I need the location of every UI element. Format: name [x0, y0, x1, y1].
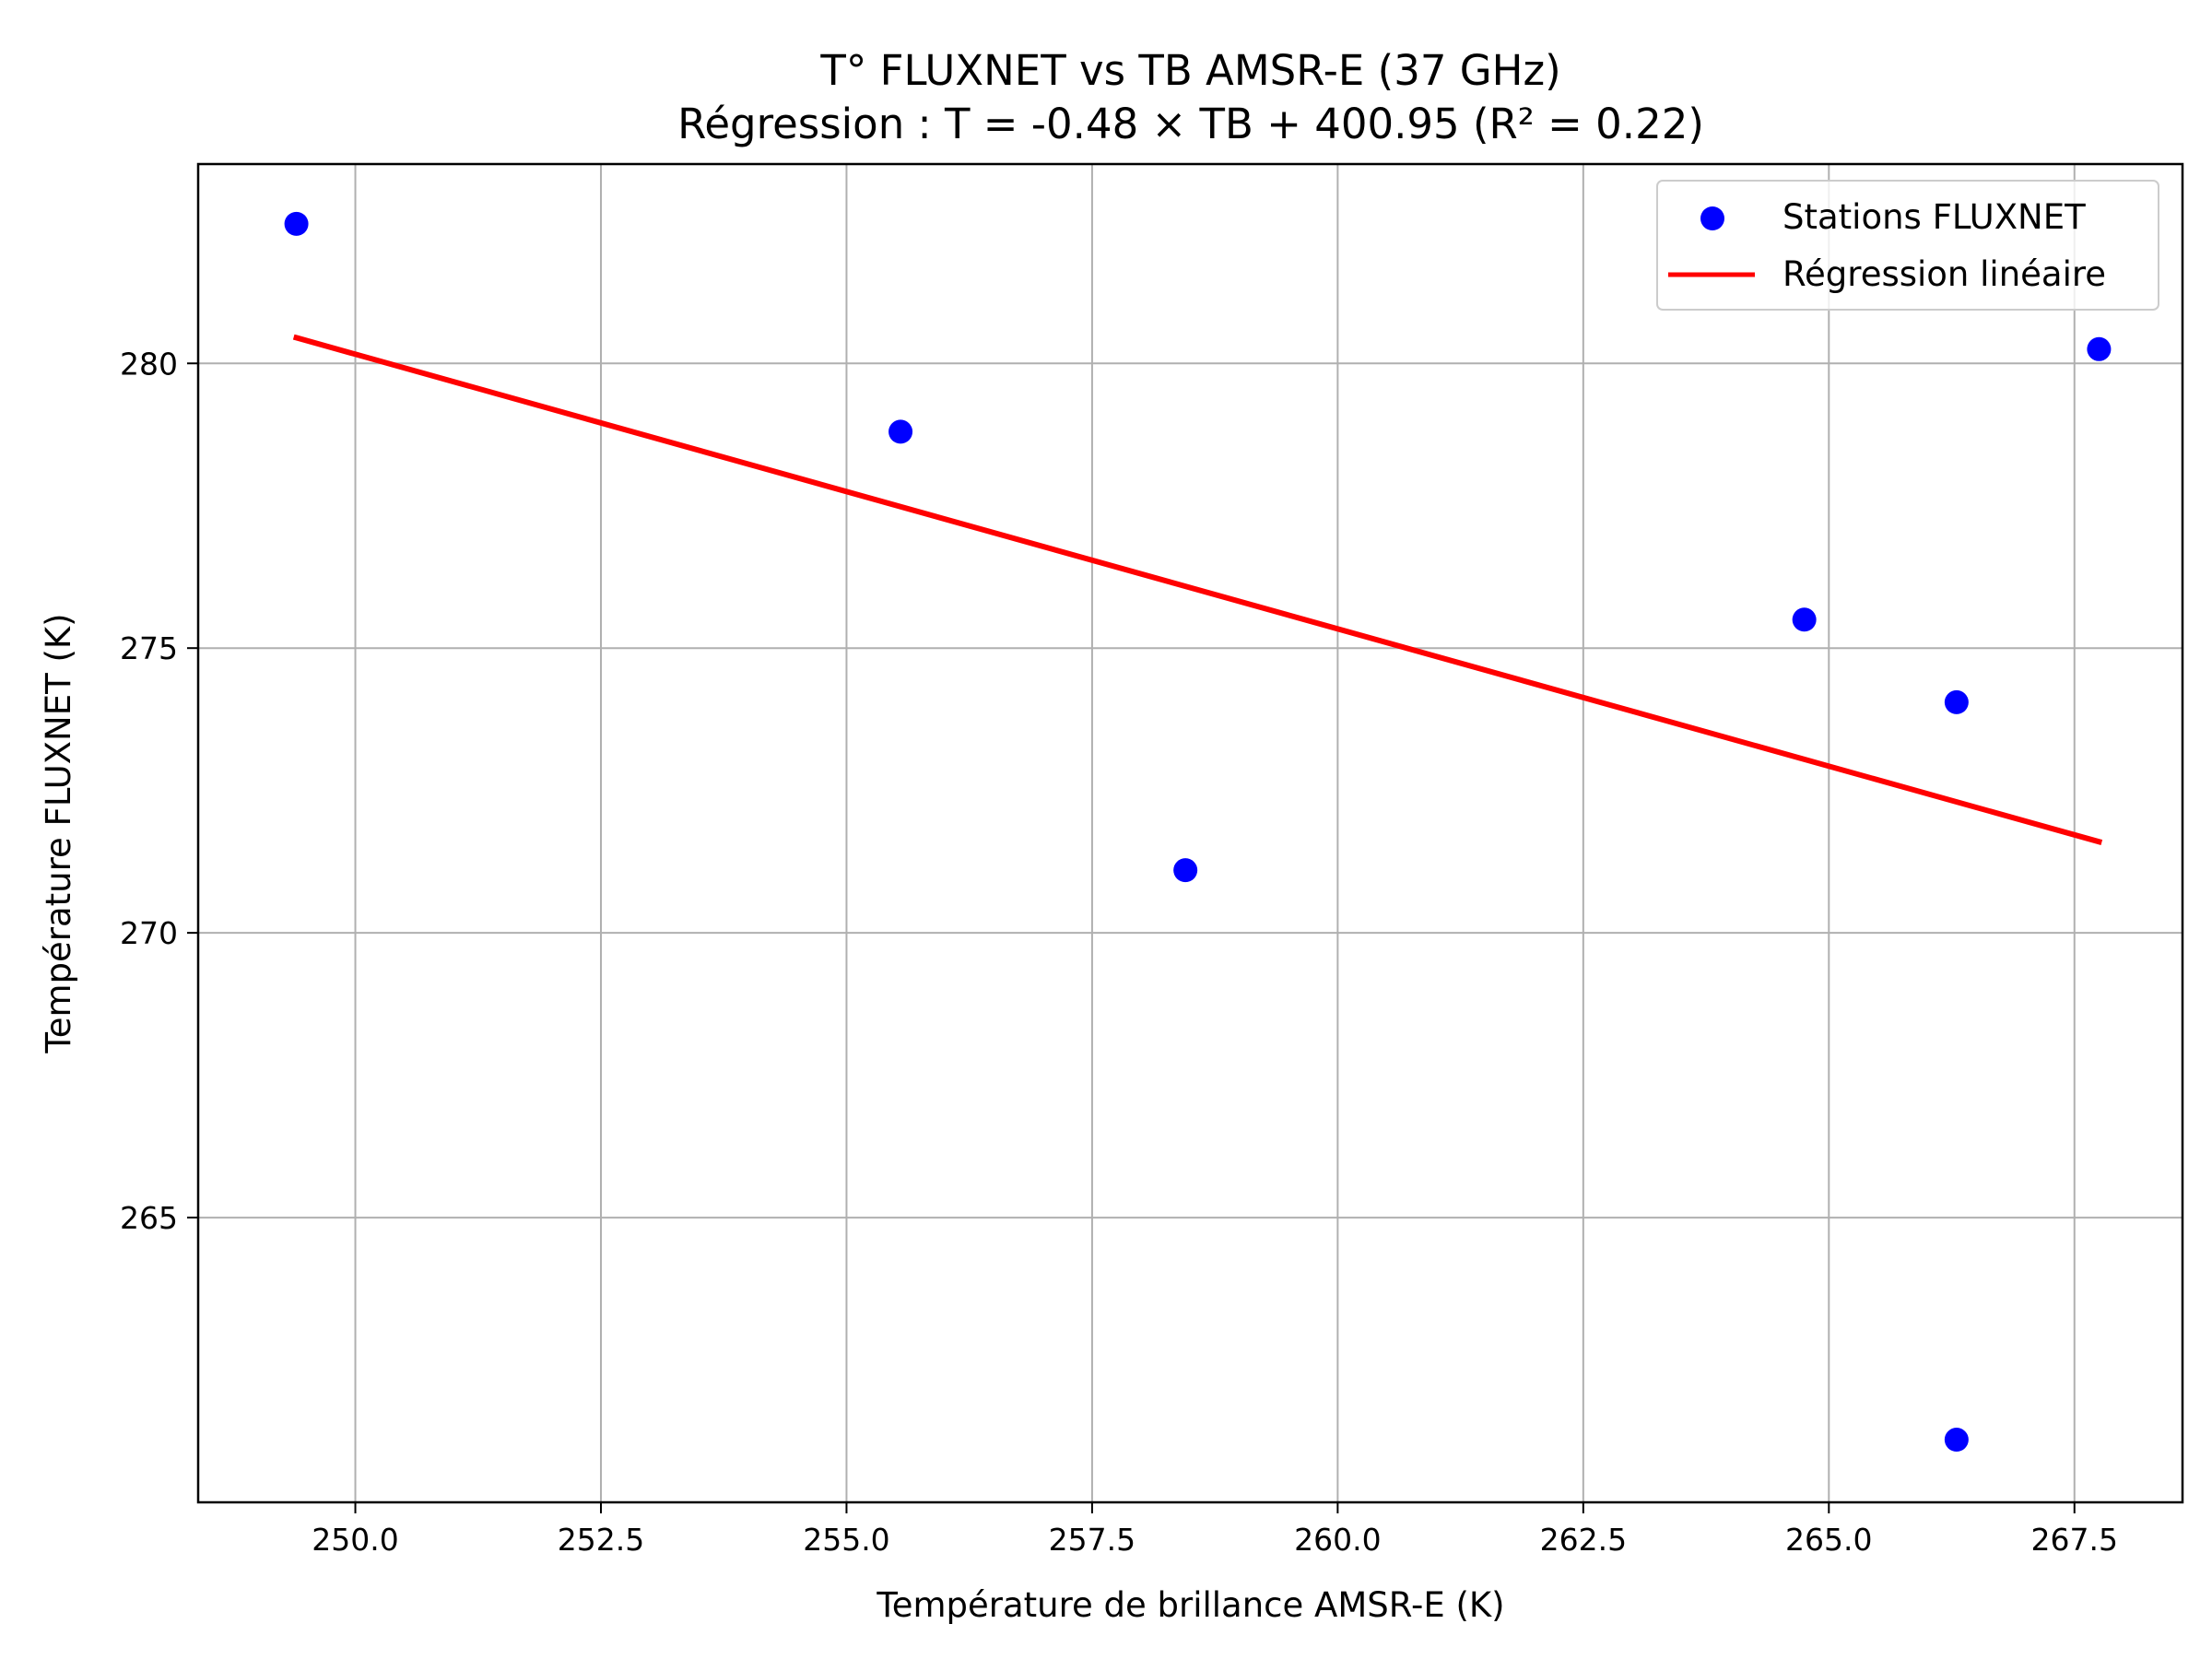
x-axis-label: Température de brillance AMSR-E (K) — [876, 1585, 1504, 1625]
y-tick-label: 270 — [120, 915, 178, 951]
scatter-point — [1173, 858, 1198, 883]
scatter-point — [284, 211, 309, 236]
legend-box — [1656, 180, 2159, 311]
y-axis-label: Température FLUXNET (K) — [39, 613, 78, 1053]
grid-lines — [198, 164, 2183, 1502]
regression-line-layer — [292, 334, 2103, 845]
scatter-point — [1792, 607, 1817, 632]
x-tick-label: 265.0 — [1785, 1522, 1872, 1558]
y-tick-label: 280 — [120, 346, 178, 382]
plot-area-frame — [196, 162, 2184, 1504]
x-tick-label: 257.5 — [1049, 1522, 1135, 1558]
y-tick-label: 275 — [120, 630, 178, 666]
scatter-points — [284, 211, 2112, 1453]
x-tick-label: 252.5 — [558, 1522, 644, 1558]
y-axis-ticks: 265 270 275 280 — [120, 346, 198, 1236]
y-tick-label: 265 — [120, 1200, 178, 1236]
legend-label-line: Régression linéaire — [1783, 254, 2106, 294]
scatter-point — [1944, 1428, 1969, 1453]
legend-scatter-marker — [1700, 206, 1724, 230]
scatter-point — [888, 419, 913, 444]
x-tick-label: 255.0 — [803, 1522, 889, 1558]
chart-title: T° FLUXNET vs TB AMSR-E (37 GHz) — [819, 46, 1560, 95]
x-tick-label: 262.5 — [1540, 1522, 1627, 1558]
chart-subtitle: Régression : T = -0.48 × TB + 400.95 (R²… — [677, 100, 1704, 148]
regression-line — [292, 334, 2103, 845]
x-tick-label: 250.0 — [312, 1522, 398, 1558]
scatter-point — [1944, 689, 1969, 714]
x-tick-label: 260.0 — [1294, 1522, 1381, 1558]
x-tick-label: 267.5 — [2031, 1522, 2118, 1558]
legend-label-scatter: Stations FLUXNET — [1783, 197, 2086, 237]
legend: Stations FLUXNET Régression linéaire — [1656, 180, 2159, 311]
scatter-point — [2087, 336, 2112, 361]
x-axis-ticks: 250.0 252.5 255.0 257.5 260.0 262.5 265.0 267.5 — [312, 1502, 2118, 1558]
